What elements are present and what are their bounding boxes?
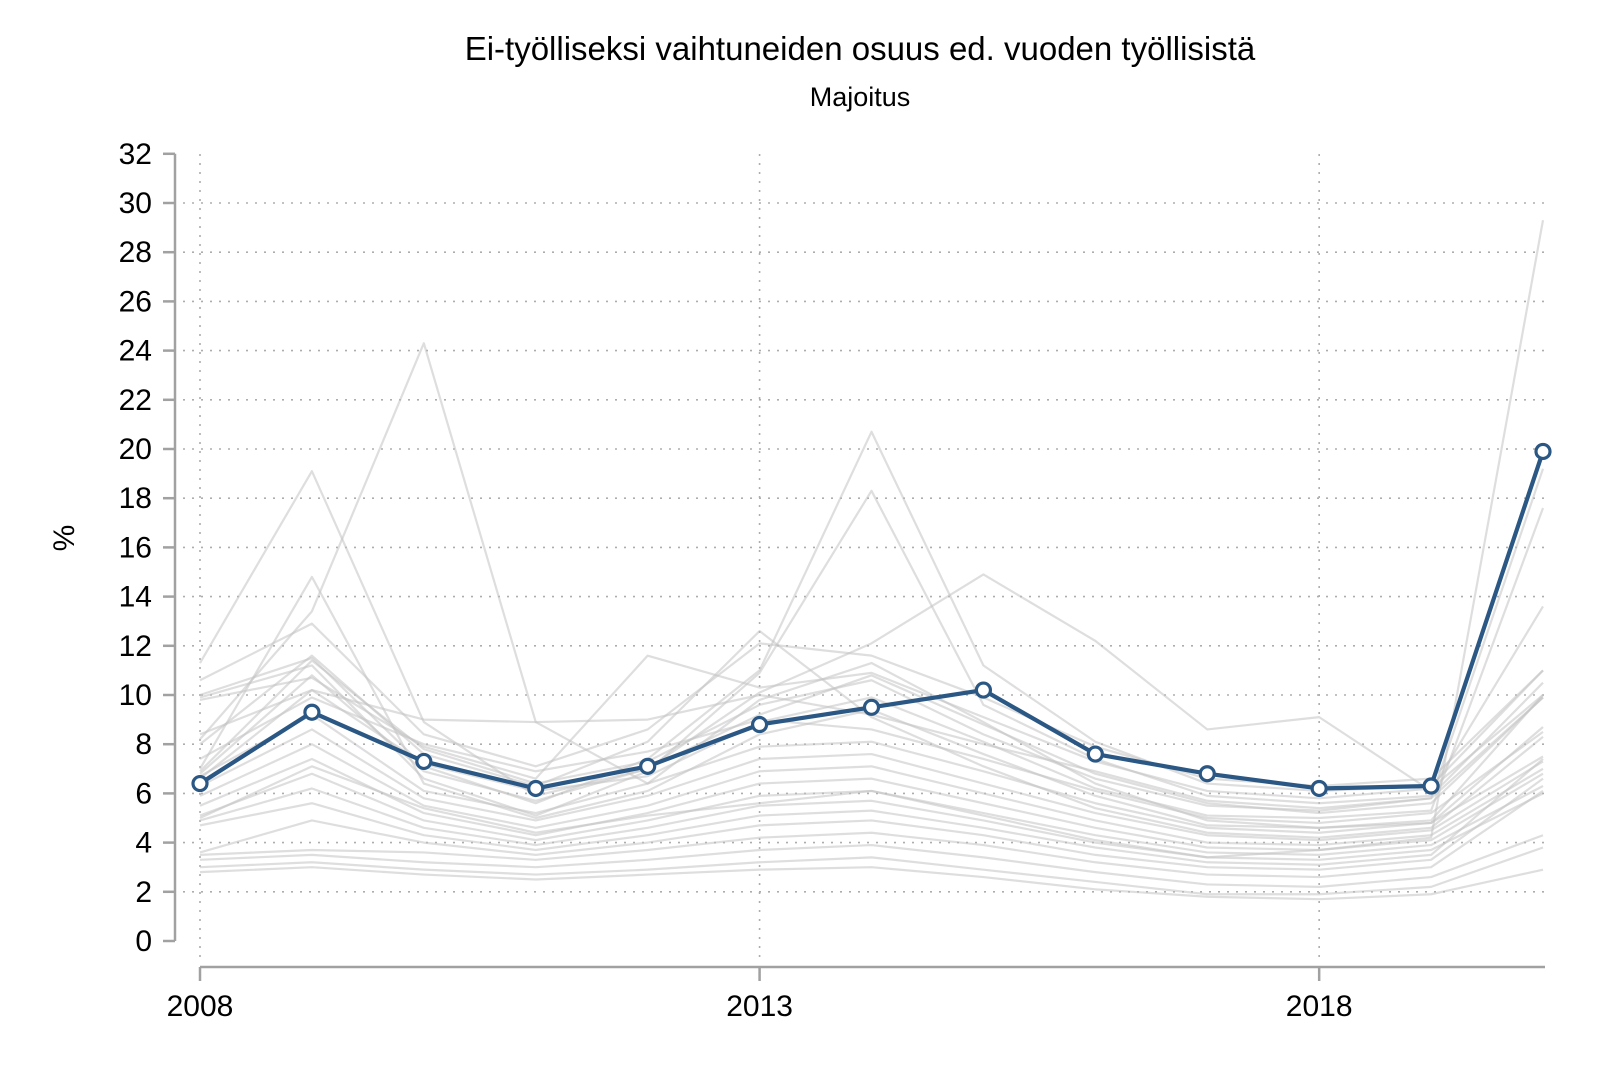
- background-line: [199, 489, 1544, 817]
- y-axis-label: %: [48, 525, 81, 552]
- background-line: [199, 430, 1544, 805]
- background-line: [199, 777, 1544, 871]
- highlight-line: [198, 450, 1545, 791]
- data-point-marker: [1422, 777, 1440, 795]
- data-point-marker: [191, 774, 209, 793]
- background-line: [199, 787, 1544, 861]
- x-tick-label: 2013: [726, 990, 793, 1023]
- background-line: [199, 468, 1545, 812]
- background-line: [199, 758, 1544, 866]
- background-line: [199, 654, 1544, 800]
- y-tick-label: 0: [135, 925, 152, 958]
- background-line: [199, 696, 1544, 825]
- background-line: [199, 743, 1544, 847]
- background-line: [199, 846, 1544, 896]
- y-tick-label: 28: [119, 236, 152, 269]
- x-tick-label: 2008: [167, 990, 234, 1023]
- highlight-series: [191, 442, 1552, 798]
- data-point-marker: [974, 681, 993, 699]
- background-series: [199, 220, 1545, 901]
- y-tick-label: 32: [119, 138, 152, 171]
- data-point-marker: [639, 757, 657, 775]
- y-tick-label: 14: [119, 581, 152, 614]
- background-line: [199, 790, 1544, 879]
- data-point-marker: [750, 715, 769, 734]
- background-line: [199, 220, 1545, 859]
- background-line: [199, 866, 1544, 901]
- chart-title: Ei-työlliseksi vaihtuneiden osuus ed. vu…: [465, 30, 1256, 67]
- y-tick-label: 2: [135, 876, 152, 909]
- data-point-marker: [415, 752, 433, 771]
- data-point-marker: [303, 703, 321, 721]
- y-tick-label: 8: [135, 728, 152, 761]
- background-line: [199, 834, 1544, 888]
- data-point-marker: [1086, 745, 1104, 763]
- data-point-marker: [1534, 442, 1552, 461]
- y-tick-label: 10: [119, 679, 152, 712]
- data-point-marker: [1310, 779, 1328, 798]
- background-line: [199, 772, 1544, 857]
- data-point-marker: [527, 779, 545, 798]
- background-line: [199, 713, 1544, 834]
- y-tick-label: 20: [119, 433, 152, 466]
- background-line: [199, 573, 1544, 802]
- background-line: [199, 728, 1544, 842]
- y-tick-label: 26: [119, 285, 152, 318]
- x-tick-label: 2018: [1286, 990, 1353, 1023]
- background-line: [199, 470, 1544, 815]
- y-tick-label: 22: [119, 384, 152, 417]
- y-tick-label: 18: [119, 482, 152, 515]
- data-point-marker: [1198, 765, 1216, 783]
- y-tick-label: 16: [119, 531, 152, 564]
- y-tick-label: 24: [119, 335, 152, 368]
- axes: [163, 152, 1545, 981]
- chart-subtitle: Majoitus: [810, 82, 911, 112]
- y-tick-label: 4: [135, 827, 152, 860]
- y-tick-label: 6: [135, 777, 152, 810]
- y-tick-label: 30: [119, 187, 152, 220]
- background-line: [199, 757, 1544, 852]
- y-tick-label: 12: [119, 630, 152, 663]
- data-point-marker: [862, 698, 881, 716]
